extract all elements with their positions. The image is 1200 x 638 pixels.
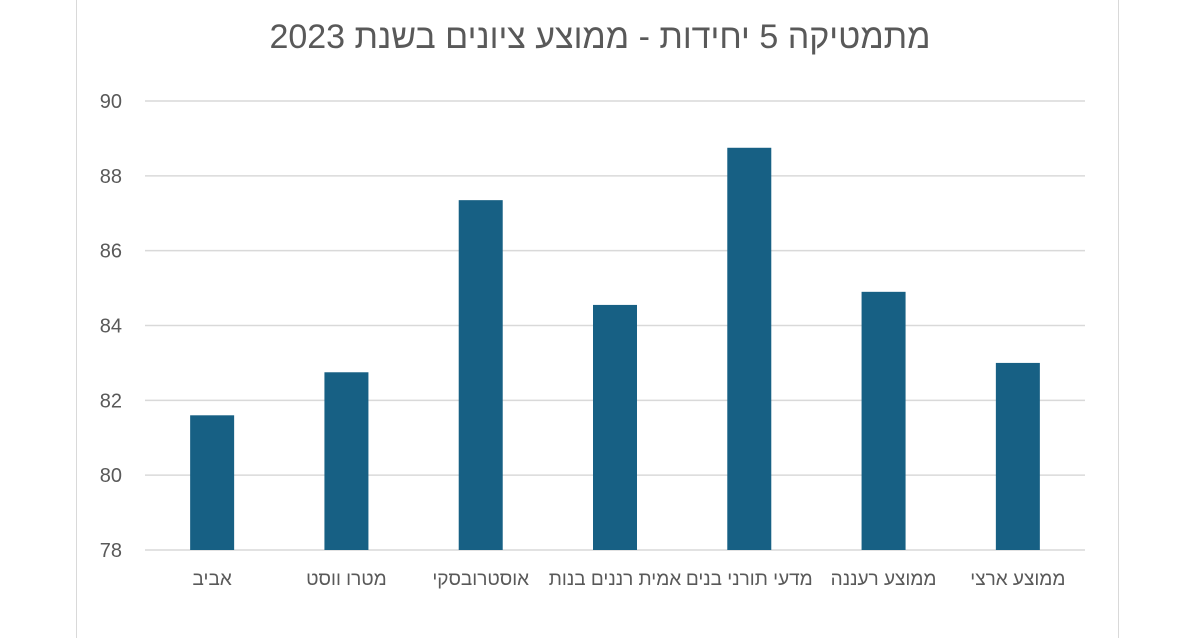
bar <box>593 304 637 550</box>
bar <box>324 372 369 550</box>
bar <box>190 415 235 550</box>
x-tick-label: ממוצע ארצי <box>970 569 1066 590</box>
y-tick-label: 90 <box>100 91 122 113</box>
y-tick-label: 82 <box>100 390 122 412</box>
x-tick-label: מטרו ווסט <box>306 569 387 590</box>
bar <box>458 200 503 550</box>
y-tick-label: 88 <box>100 166 122 188</box>
bar <box>727 147 772 551</box>
y-tick-label: 86 <box>100 241 122 263</box>
y-tick-label: 80 <box>100 465 122 487</box>
y-tick-label: 78 <box>100 540 122 562</box>
chart-border-right <box>1118 0 1119 638</box>
x-tick-label: אביב <box>192 569 232 590</box>
x-tick-label: מדעי תורני בנים <box>685 569 813 590</box>
chart-border-left <box>76 0 77 638</box>
bar <box>995 362 1040 550</box>
chart-title: מתמטיקה 5 יחידות - ממוצע ציונים בשנת 202… <box>269 18 931 56</box>
x-tick-label: אמית רננים בנות <box>548 569 682 590</box>
y-tick-label: 84 <box>100 316 122 338</box>
x-tick-label: אוסטרובסקי <box>432 569 530 590</box>
x-tick-label: ממוצע רעננה <box>830 569 937 590</box>
bar <box>861 291 906 550</box>
